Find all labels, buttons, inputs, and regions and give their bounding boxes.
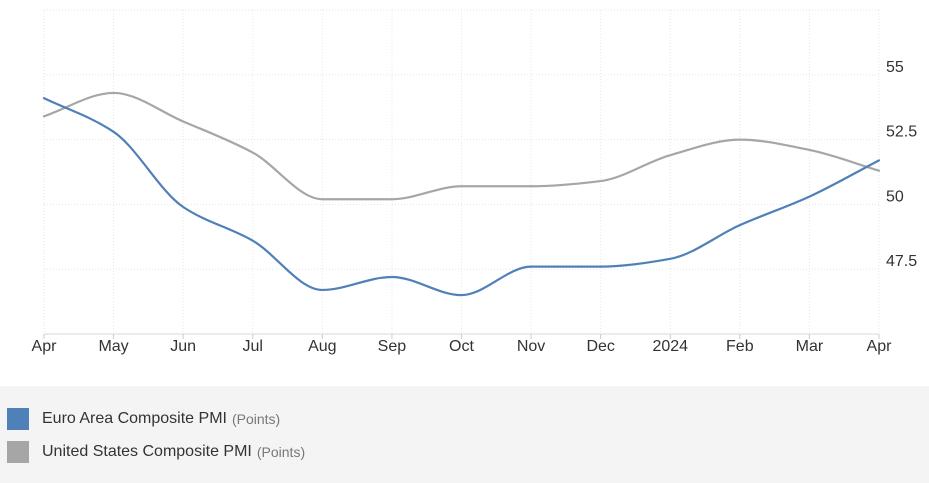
data-point-euro-area	[600, 266, 602, 268]
data-point-united-states	[43, 115, 45, 117]
data-point-euro-area	[530, 266, 532, 268]
data-point-euro-area	[878, 159, 880, 161]
data-point-united-states	[252, 152, 254, 154]
legend-item-united-states[interactable]: United States Composite PMI (Points)	[7, 440, 305, 464]
legend-item-euro-area[interactable]: Euro Area Composite PMI (Points)	[7, 407, 280, 431]
x-tick-label: Nov	[517, 338, 545, 355]
x-tick-label: Dec	[586, 338, 614, 355]
data-point-euro-area	[461, 294, 463, 296]
legend: Euro Area Composite PMI (Points) United …	[0, 386, 929, 483]
data-point-euro-area	[252, 240, 254, 242]
series-line-euro-area	[42, 97, 881, 297]
y-tick-label: 52.5	[886, 124, 917, 141]
data-point-euro-area	[113, 131, 115, 133]
x-tick-label: Jun	[170, 338, 196, 355]
legend-swatch-euro-area	[7, 408, 29, 430]
x-tick-label: Oct	[449, 338, 474, 355]
data-point-united-states	[600, 180, 602, 182]
x-tick-label: Sep	[378, 338, 407, 355]
data-point-united-states	[391, 198, 393, 200]
x-tick-label: Aug	[308, 338, 336, 355]
data-point-united-states	[878, 170, 880, 172]
data-point-united-states	[182, 120, 184, 122]
data-point-euro-area	[669, 258, 671, 260]
data-point-euro-area	[43, 97, 45, 99]
legend-label-euro-area: Euro Area Composite PMI	[42, 410, 227, 427]
data-point-euro-area	[182, 206, 184, 208]
line-chart: Apr May Jun Jul Aug Sep Oct Nov Dec 2024 Feb Mar Apr…	[32, 9, 917, 355]
legend-unit-euro-area: (Points)	[231, 411, 281, 427]
data-point-united-states	[739, 139, 741, 141]
legend-swatch-united-states	[7, 441, 29, 463]
x-tick-label: Apr	[32, 338, 58, 355]
legend-unit-united-states: (Points)	[256, 444, 306, 460]
data-point-united-states	[461, 185, 463, 187]
chart-area: Apr May Jun Jul Aug Sep Oct Nov Dec 2024 Feb Mar Apr…	[32, 9, 917, 355]
x-tick-label: 2024	[652, 338, 688, 355]
y-tick-label: 55	[886, 59, 904, 76]
data-point-euro-area	[739, 224, 741, 226]
x-tick-label: Apr	[867, 338, 893, 355]
x-tick-label: Jul	[243, 338, 263, 355]
data-point-united-states	[530, 185, 532, 187]
data-point-united-states	[113, 92, 115, 94]
legend-label-united-states: United States Composite PMI	[42, 443, 252, 460]
y-tick-label: 50	[886, 188, 904, 205]
data-point-united-states	[321, 198, 323, 200]
series-line-united-states	[42, 91, 881, 201]
data-point-euro-area	[808, 196, 810, 198]
data-point-united-states	[669, 154, 671, 156]
data-point-united-states	[808, 149, 810, 151]
x-tick-label: May	[98, 338, 128, 355]
data-point-euro-area	[391, 276, 393, 278]
x-tick-label: Feb	[726, 338, 754, 355]
y-tick-label: 47.5	[886, 253, 917, 270]
x-tick-label: Mar	[796, 338, 824, 355]
data-point-euro-area	[321, 289, 323, 291]
